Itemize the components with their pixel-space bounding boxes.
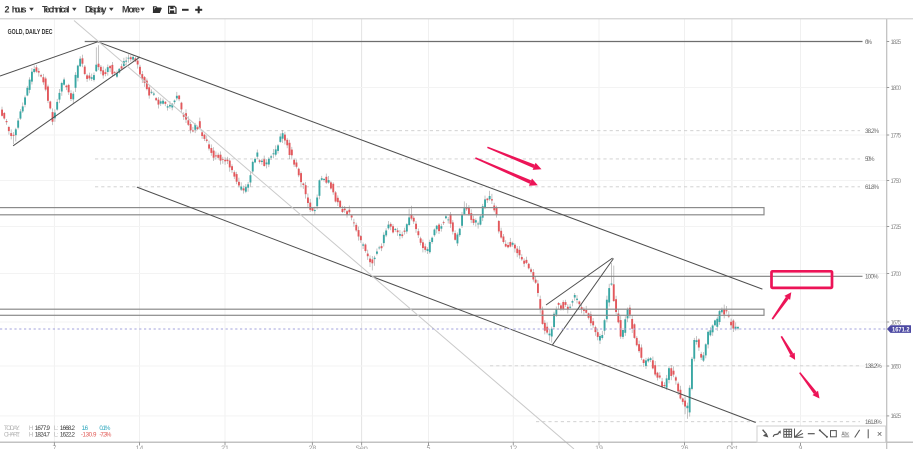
svg-text:38.2%: 38.2%: [865, 128, 880, 135]
svg-text:5: 5: [427, 446, 431, 449]
svg-text:1622.2: 1622.2: [60, 432, 76, 439]
svg-text:hours: hours: [12, 5, 27, 15]
svg-text:1775: 1775: [891, 132, 902, 139]
svg-text:1625: 1625: [891, 413, 902, 420]
svg-text:28: 28: [309, 446, 317, 449]
svg-text:138.2%: 138.2%: [865, 363, 882, 370]
svg-text:100%: 100%: [865, 274, 879, 281]
svg-text:CHART:: CHART:: [4, 432, 20, 439]
svg-text:Display: Display: [85, 5, 107, 15]
svg-text:GOLD, DAILY DEC: GOLD, DAILY DEC: [8, 27, 53, 36]
svg-text:19: 19: [595, 446, 603, 449]
svg-text:50%: 50%: [865, 156, 875, 163]
svg-text:1700: 1700: [891, 271, 902, 278]
svg-text:-7.3%: -7.3%: [99, 432, 111, 439]
svg-text:1675: 1675: [891, 319, 902, 326]
svg-text:1671.2: 1671.2: [892, 327, 910, 334]
svg-text:26: 26: [681, 446, 689, 449]
svg-text:7: 7: [52, 446, 56, 449]
svg-text:0%: 0%: [865, 39, 872, 46]
svg-text:TODAY:: TODAY:: [4, 425, 20, 432]
svg-text:2: 2: [5, 5, 10, 15]
svg-text:1800: 1800: [891, 85, 902, 92]
svg-text:1824.7: 1824.7: [35, 432, 51, 439]
svg-text:L:: L:: [54, 432, 59, 439]
svg-text:1668.2: 1668.2: [60, 425, 76, 432]
svg-text:Oct: Oct: [726, 446, 737, 449]
svg-text:L:: L:: [54, 425, 59, 432]
svg-text:H:: H:: [29, 425, 34, 432]
svg-text:-130.9: -130.9: [81, 432, 97, 439]
svg-text:Technical: Technical: [42, 5, 70, 15]
svg-text:9: 9: [799, 446, 803, 449]
svg-text:61.8%: 61.8%: [865, 184, 880, 191]
svg-text:1750: 1750: [891, 178, 902, 185]
svg-text:H:: H:: [29, 432, 34, 439]
svg-text:1677.9: 1677.9: [35, 425, 51, 432]
svg-text:12: 12: [509, 446, 517, 449]
svg-text:1725: 1725: [891, 224, 902, 231]
svg-text:More: More: [122, 5, 140, 15]
svg-text:14: 14: [136, 446, 144, 449]
svg-text:✕: ✕: [877, 432, 883, 439]
svg-text:Sep: Sep: [355, 446, 368, 449]
svg-text:1825: 1825: [891, 39, 902, 46]
svg-text:161.8%: 161.8%: [865, 419, 882, 426]
svg-text:Abc: Abc: [842, 432, 850, 438]
svg-text:1.6: 1.6: [82, 425, 89, 432]
svg-text:1650: 1650: [891, 363, 902, 370]
svg-text:0.1%: 0.1%: [99, 425, 110, 432]
svg-text:21: 21: [221, 446, 229, 449]
